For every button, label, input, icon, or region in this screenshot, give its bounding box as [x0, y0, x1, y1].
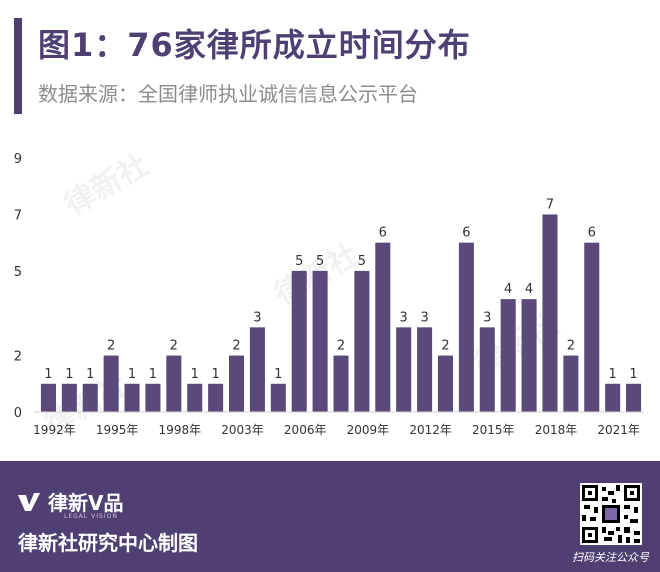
chart-subtitle: 数据来源：全国律师执业诚信信息公示平台	[38, 82, 418, 106]
bar-value-label: 1	[149, 367, 157, 382]
bar-value-label: 1	[629, 367, 637, 382]
x-tick-label: 2015年	[472, 423, 515, 437]
x-tick-label: 2018年	[535, 423, 578, 437]
x-tick-label: 2009年	[347, 423, 390, 437]
bar	[249, 327, 265, 412]
bar	[396, 327, 412, 412]
footer: 律新V品 LEGAL VISION 律新社研究中心制图 扫码关注公众号	[0, 461, 660, 572]
y-tick-label: 2	[14, 350, 22, 365]
bar-value-label: 1	[65, 367, 73, 382]
bar-value-label: 1	[44, 367, 52, 382]
bar	[500, 299, 516, 412]
y-tick-label: 0	[14, 406, 22, 421]
bar-value-label: 2	[170, 339, 178, 354]
bar	[626, 383, 642, 412]
bar	[40, 383, 56, 412]
bar	[312, 270, 328, 412]
bar	[375, 242, 391, 412]
bar	[563, 355, 579, 412]
bar	[354, 270, 370, 412]
bar	[479, 327, 495, 412]
bar-value-label: 1	[191, 367, 199, 382]
bar	[605, 383, 621, 412]
x-tick-label: 1992年	[33, 423, 76, 437]
bar	[228, 355, 245, 412]
bar	[103, 355, 119, 412]
bar-value-label: 3	[420, 310, 428, 325]
bar	[437, 355, 454, 412]
bar-value-label: 3	[400, 310, 408, 325]
bar-value-label: 7	[546, 197, 554, 212]
bar	[542, 214, 558, 412]
bar-value-label: 5	[295, 254, 303, 269]
x-tick-label: 1998年	[159, 423, 202, 437]
bar-value-label: 3	[483, 310, 491, 325]
bar-value-label: 2	[107, 339, 115, 354]
bar	[521, 299, 537, 412]
bar-value-label: 1	[86, 367, 94, 382]
bar-value-label: 5	[316, 254, 324, 269]
bar	[187, 383, 203, 412]
y-tick-label: 7	[14, 208, 22, 223]
bar	[291, 270, 307, 412]
x-tick-label: 1995年	[96, 423, 139, 437]
bar-value-label: 3	[253, 310, 261, 325]
title-accent-bar	[14, 18, 22, 114]
y-tick-label: 5	[14, 265, 22, 280]
x-tick-label: 2006年	[284, 423, 327, 437]
bar	[270, 383, 286, 412]
logo-icon	[18, 493, 40, 511]
bar	[333, 355, 349, 412]
bar-value-label: 2	[232, 339, 240, 354]
bar-value-label: 5	[358, 254, 366, 269]
x-tick-label: 2003年	[221, 423, 264, 437]
qr-caption: 扫码关注公众号	[572, 551, 649, 564]
bar	[145, 383, 161, 412]
bar	[584, 242, 600, 412]
bar-value-label: 1	[274, 367, 282, 382]
bar-value-label: 2	[567, 339, 575, 354]
bar-value-label: 6	[462, 226, 470, 241]
bar-value-label: 6	[379, 226, 387, 241]
bar-value-label: 2	[441, 339, 449, 354]
bar-value-label: 1	[128, 367, 136, 382]
bar-value-label: 1	[609, 367, 617, 382]
brand-logo-subtext: LEGAL VISION	[64, 513, 118, 520]
bar	[417, 327, 433, 412]
bar	[82, 383, 98, 412]
bar	[166, 355, 182, 412]
bar	[208, 383, 224, 412]
bar	[124, 383, 140, 412]
chart-title: 图1：76家律所成立时间分布	[38, 26, 471, 64]
x-tick-label: 2021年	[597, 423, 640, 437]
qr-code-icon[interactable]	[580, 483, 642, 545]
bar-value-label: 6	[588, 226, 596, 241]
bar-value-label: 2	[337, 339, 345, 354]
x-tick-label: 2012年	[409, 423, 452, 437]
bar-value-label: 1	[211, 367, 219, 382]
bar-value-label: 4	[525, 282, 533, 297]
brand-logo-text: 律新V品	[48, 491, 124, 515]
bar-value-label: 4	[504, 282, 512, 297]
bar	[61, 383, 77, 412]
bar	[458, 242, 474, 412]
credit-text: 律新社研究中心制图	[18, 531, 198, 555]
y-tick-label: 9	[14, 152, 22, 167]
